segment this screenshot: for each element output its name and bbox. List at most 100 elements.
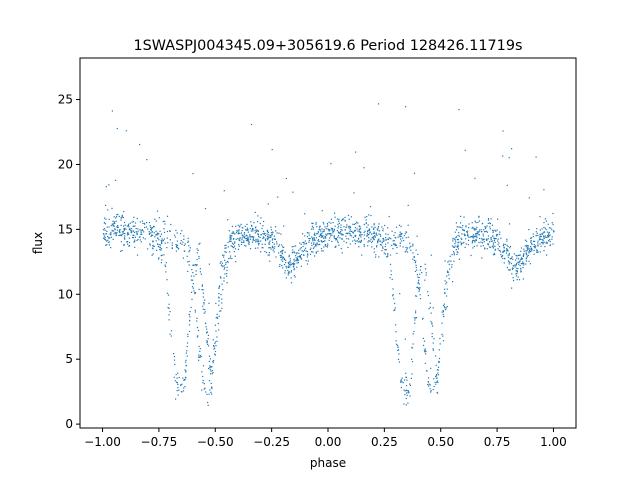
data-point (385, 233, 387, 235)
data-point (241, 237, 243, 239)
data-point (327, 224, 329, 226)
data-point (237, 248, 240, 250)
data-point (107, 235, 109, 238)
data-point (166, 247, 168, 249)
data-point (481, 242, 484, 244)
data-point (272, 238, 274, 240)
data-point (226, 282, 228, 284)
data-point (115, 217, 117, 219)
data-point (294, 276, 296, 278)
data-point (129, 228, 131, 230)
data-point (183, 379, 185, 381)
data-point (226, 275, 228, 277)
data-point (422, 344, 425, 346)
data-point (447, 261, 449, 263)
data-point (437, 381, 439, 383)
data-point (232, 243, 234, 245)
data-point (435, 377, 437, 379)
data-point (338, 222, 340, 224)
data-point (523, 253, 525, 255)
data-point (285, 267, 288, 269)
data-point (174, 380, 176, 382)
data-point (221, 265, 223, 267)
data-point (341, 219, 343, 221)
data-point (238, 239, 240, 241)
data-point (257, 215, 259, 217)
data-point (134, 236, 136, 238)
data-point (382, 246, 384, 248)
data-point (392, 240, 394, 242)
data-point (268, 252, 270, 254)
data-point (382, 247, 384, 249)
data-point (296, 262, 298, 264)
data-point (201, 289, 203, 291)
data-point (499, 251, 502, 253)
data-point (224, 267, 226, 269)
data-point (256, 229, 258, 231)
data-point (114, 222, 116, 224)
data-point (547, 236, 550, 238)
data-point (162, 221, 164, 223)
data-point (240, 243, 243, 246)
data-point (502, 130, 504, 132)
data-point (281, 250, 283, 252)
data-point (349, 226, 351, 228)
data-point (209, 368, 211, 371)
data-point (206, 331, 208, 333)
data-point (415, 317, 417, 319)
data-point (533, 249, 535, 252)
data-point (360, 236, 362, 238)
data-point (231, 225, 233, 227)
data-point (358, 225, 361, 227)
data-point (206, 342, 208, 344)
data-point (468, 223, 470, 225)
data-point (249, 227, 251, 230)
data-point (170, 330, 173, 332)
data-point (202, 292, 204, 294)
data-point (173, 356, 175, 358)
data-point (214, 341, 216, 343)
data-point (303, 242, 305, 244)
data-point (526, 246, 528, 248)
data-point (339, 237, 341, 239)
data-point (106, 244, 108, 246)
data-point (318, 244, 320, 246)
data-point (476, 231, 478, 233)
data-point (405, 237, 407, 239)
data-point (300, 247, 302, 249)
data-point (349, 230, 351, 232)
data-point (305, 250, 307, 252)
data-point (456, 238, 458, 241)
data-point (349, 233, 351, 235)
data-point (242, 235, 244, 237)
data-point (405, 250, 407, 252)
data-point (328, 229, 330, 231)
data-point (368, 237, 370, 239)
data-point (324, 236, 326, 238)
data-point (452, 246, 454, 248)
data-point (424, 349, 426, 351)
data-point (547, 233, 550, 235)
data-point (359, 226, 361, 228)
data-point (194, 292, 197, 294)
data-point (175, 246, 178, 248)
data-point (157, 237, 159, 239)
data-point (406, 394, 408, 396)
data-point (196, 326, 199, 329)
data-point (251, 229, 253, 231)
data-point (481, 231, 483, 233)
data-point (300, 253, 303, 256)
data-point (274, 246, 276, 248)
data-point (264, 233, 266, 235)
data-point (206, 332, 208, 334)
data-point (259, 222, 261, 225)
data-point (153, 226, 155, 228)
data-point (463, 216, 465, 218)
data-point (270, 248, 272, 250)
data-point (188, 324, 191, 326)
data-point (230, 245, 232, 247)
data-point (218, 329, 220, 331)
data-point (514, 266, 516, 268)
data-point (214, 342, 216, 345)
data-point (418, 277, 420, 279)
